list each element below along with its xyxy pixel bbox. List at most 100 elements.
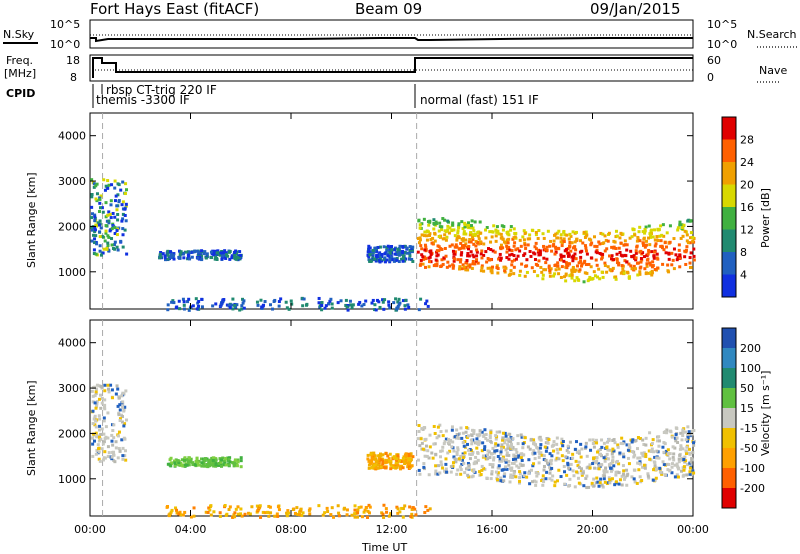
- echo-cell: [378, 305, 382, 309]
- echo-cell: [505, 244, 509, 248]
- echo-cell: [207, 506, 211, 510]
- echo-cell: [565, 263, 569, 267]
- echo-cell: [634, 251, 638, 255]
- echo-cell: [350, 513, 354, 517]
- echo-cell: [579, 259, 583, 263]
- echo-cell: [472, 229, 476, 233]
- echo-cell: [486, 453, 490, 457]
- echo-cell: [373, 257, 377, 261]
- velocity-colorbar-tick: -50: [740, 442, 758, 455]
- echo-cell: [467, 475, 471, 479]
- echo-cell: [98, 459, 102, 463]
- echo-cell: [424, 257, 428, 261]
- echo-cell: [522, 253, 526, 257]
- power-colorbar-segment: [722, 162, 736, 185]
- echo-cell: [389, 512, 393, 516]
- echo-cell: [197, 304, 201, 308]
- echo-cell: [605, 452, 609, 456]
- echo-cell: [512, 227, 516, 231]
- echo-cell: [484, 228, 488, 232]
- echo-cell: [360, 515, 364, 519]
- echo-cell: [369, 461, 373, 465]
- echo-cell: [621, 442, 625, 446]
- echo-cell: [95, 199, 99, 203]
- echo-cell: [680, 223, 684, 227]
- echo-cell: [604, 455, 608, 459]
- echo-cell: [496, 473, 500, 477]
- echo-cell: [324, 304, 328, 308]
- echo-cell: [649, 263, 653, 267]
- echo-cell: [681, 431, 685, 435]
- echo-cell: [614, 480, 618, 484]
- echo-cell: [533, 257, 537, 261]
- echo-cell: [604, 466, 608, 470]
- echo-cell: [211, 458, 215, 462]
- echo-cell: [503, 472, 507, 476]
- echo-cell: [263, 300, 267, 304]
- echo-cell: [453, 234, 457, 238]
- echo-cell: [524, 246, 528, 250]
- echo-cell: [477, 237, 481, 241]
- echo-cell: [422, 426, 426, 430]
- echo-cell: [501, 468, 505, 472]
- echo-cell: [465, 259, 469, 263]
- velocity-colorbar-segment: [722, 368, 736, 388]
- echo-cell: [556, 264, 560, 268]
- echo-cell: [387, 457, 391, 461]
- echo-cell: [555, 447, 559, 451]
- echo-cell: [452, 449, 456, 453]
- echo-cell: [382, 257, 386, 261]
- power-colorbar-tick: 4: [740, 269, 747, 282]
- echo-cell: [398, 244, 402, 248]
- echo-cell: [490, 271, 494, 275]
- echo-cell: [512, 254, 516, 258]
- echo-cell: [455, 453, 459, 457]
- echo-cell: [542, 480, 546, 484]
- echo-cell: [384, 251, 388, 255]
- echo-cell: [553, 484, 557, 488]
- echo-cell: [500, 224, 504, 228]
- echo-cell: [571, 456, 575, 460]
- echo-cell: [91, 436, 95, 440]
- echo-cell: [502, 265, 506, 269]
- echo-cell: [440, 463, 444, 467]
- echo-cell: [502, 479, 506, 483]
- echo-cell: [615, 257, 619, 261]
- echo-cell: [426, 304, 430, 308]
- echo-cell: [427, 473, 431, 477]
- echo-cell: [455, 450, 459, 454]
- echo-cell: [208, 462, 212, 466]
- echo-cell: [92, 417, 96, 421]
- echo-cell: [368, 253, 372, 257]
- echo-cell: [585, 233, 589, 237]
- echo-cell: [300, 513, 304, 517]
- echo-cell: [611, 266, 615, 270]
- echo-cell: [583, 271, 587, 275]
- echo-cell: [499, 479, 503, 483]
- echo-cell: [556, 261, 560, 265]
- echo-cell: [636, 273, 640, 277]
- echo-cell: [548, 477, 552, 481]
- echo-cell: [494, 470, 498, 474]
- echo-cell: [446, 224, 450, 228]
- echo-cell: [675, 473, 679, 477]
- echo-cell: [457, 432, 461, 436]
- echo-cell: [510, 263, 514, 267]
- echo-cell: [193, 463, 197, 467]
- echo-cell: [623, 259, 627, 263]
- echo-cell: [404, 458, 408, 462]
- echo-cell: [456, 468, 460, 472]
- echo-cell: [455, 238, 459, 242]
- echo-cell: [90, 216, 94, 220]
- echo-cell: [95, 402, 99, 406]
- echo-cell: [423, 255, 427, 259]
- echo-cell: [580, 249, 584, 253]
- echo-cell: [401, 466, 405, 470]
- echo-cell: [214, 255, 218, 259]
- echo-cell: [585, 271, 589, 275]
- echo-cell: [471, 428, 475, 432]
- echo-cell: [91, 422, 95, 426]
- echo-cell: [683, 430, 687, 434]
- echo-cell: [177, 512, 181, 516]
- echo-cell: [228, 460, 232, 464]
